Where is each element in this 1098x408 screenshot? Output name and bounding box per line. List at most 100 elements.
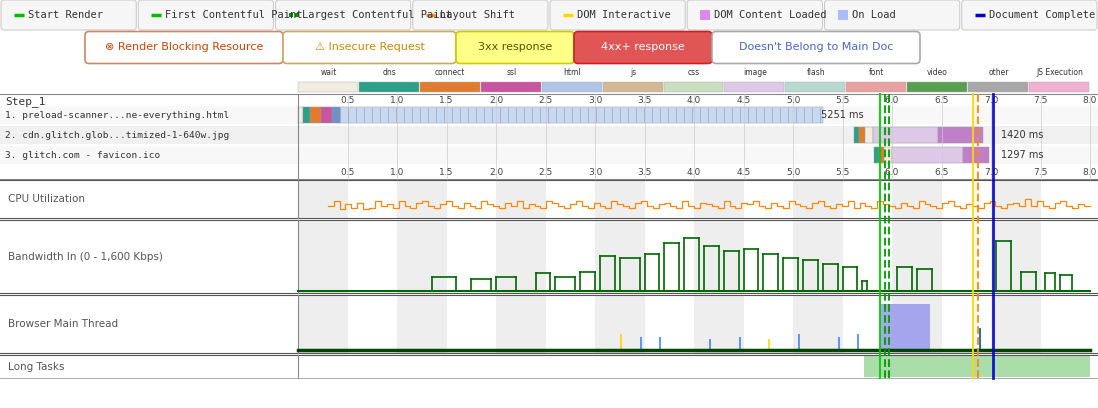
Text: 4.0: 4.0 (687, 168, 702, 177)
Bar (793, 180, 842, 218)
FancyBboxPatch shape (413, 0, 548, 30)
Bar (858, 334, 860, 350)
Bar (892, 180, 941, 218)
Text: html: html (563, 68, 581, 77)
Text: 3.0: 3.0 (587, 168, 602, 177)
Bar (481, 82, 540, 92)
Text: CPU Utilization: CPU Utilization (8, 194, 85, 204)
Text: 7.5: 7.5 (1033, 168, 1047, 177)
Bar (1029, 82, 1089, 92)
Bar (701, 10, 710, 20)
Bar (739, 337, 740, 350)
Text: 0.5: 0.5 (340, 168, 355, 177)
Text: 5.5: 5.5 (836, 96, 850, 105)
Text: Bandwidth In (0 - 1,600 Kbps): Bandwidth In (0 - 1,600 Kbps) (8, 251, 163, 262)
FancyBboxPatch shape (687, 0, 822, 30)
Bar (892, 220, 941, 293)
Text: 6.5: 6.5 (934, 168, 949, 177)
Bar (397, 220, 447, 293)
Bar (298, 220, 347, 293)
Bar (865, 127, 873, 143)
Bar (847, 82, 906, 92)
Bar (892, 147, 963, 163)
Text: ⊗ Render Blocking Resource: ⊗ Render Blocking Resource (104, 42, 264, 53)
Bar (0, 126, 1098, 144)
Text: 1. preload-scanner...ne-everything.html: 1. preload-scanner...ne-everything.html (5, 111, 229, 120)
Text: 5.0: 5.0 (786, 96, 800, 105)
Text: 1.0: 1.0 (390, 96, 404, 105)
Bar (798, 334, 800, 350)
Bar (303, 107, 310, 123)
Bar (793, 220, 842, 293)
Text: css: css (688, 68, 701, 77)
Text: flash: flash (807, 68, 826, 77)
Bar (332, 107, 339, 123)
Text: Document Complete: Document Complete (989, 10, 1095, 20)
Text: Long Tasks: Long Tasks (8, 361, 65, 372)
Text: 7.0: 7.0 (984, 168, 998, 177)
Text: JS Execution: JS Execution (1037, 68, 1083, 77)
Text: wait: wait (321, 68, 337, 77)
Text: js: js (630, 68, 636, 77)
Text: On Load: On Load (852, 10, 895, 20)
Bar (838, 337, 840, 350)
Text: 3.0: 3.0 (587, 96, 602, 105)
Text: 2.5: 2.5 (538, 96, 552, 105)
Bar (991, 295, 1041, 353)
Bar (619, 334, 621, 350)
Bar (298, 295, 347, 353)
Bar (991, 220, 1041, 293)
Text: 6.5: 6.5 (934, 96, 949, 105)
Text: Step_1: Step_1 (5, 96, 45, 107)
Text: 8.0: 8.0 (1083, 168, 1097, 177)
Text: 4xx+ response: 4xx+ response (601, 42, 685, 53)
Bar (0, 106, 1098, 124)
Bar (0, 146, 1098, 164)
Bar (979, 328, 982, 350)
Text: other: other (988, 68, 1009, 77)
Bar (963, 147, 989, 163)
Bar (0, 94, 1098, 179)
Text: image: image (743, 68, 766, 77)
FancyBboxPatch shape (962, 0, 1097, 30)
Text: Start Render: Start Render (29, 10, 103, 20)
Bar (496, 180, 546, 218)
Bar (419, 82, 480, 92)
Bar (595, 220, 645, 293)
Bar (298, 107, 303, 123)
FancyBboxPatch shape (712, 31, 920, 64)
Bar (397, 295, 447, 353)
Bar (908, 304, 930, 350)
Text: 1.5: 1.5 (439, 168, 453, 177)
Bar (321, 107, 332, 123)
Text: DOM Content Loaded: DOM Content Loaded (715, 10, 827, 20)
Bar (785, 82, 845, 92)
Text: 2. cdn.glitch.glob...timized-1-640w.jpg: 2. cdn.glitch.glob...timized-1-640w.jpg (5, 131, 229, 140)
Bar (694, 295, 743, 353)
Bar (968, 82, 1028, 92)
Text: 5.5: 5.5 (836, 168, 850, 177)
Bar (991, 180, 1041, 218)
Bar (397, 180, 447, 218)
Bar (595, 295, 645, 353)
Bar (907, 82, 967, 92)
Text: 4.0: 4.0 (687, 96, 702, 105)
Text: connect: connect (435, 68, 466, 77)
Text: 3.5: 3.5 (637, 168, 652, 177)
Bar (339, 107, 822, 123)
FancyBboxPatch shape (456, 31, 574, 64)
Text: video: video (927, 68, 949, 77)
Text: 6.0: 6.0 (885, 96, 899, 105)
Bar (663, 82, 724, 92)
Bar (694, 180, 743, 218)
Text: ssl: ssl (506, 68, 516, 77)
Text: font: font (870, 68, 885, 77)
Text: 0.5: 0.5 (340, 96, 355, 105)
Text: 6.0: 6.0 (885, 168, 899, 177)
Bar (709, 339, 710, 350)
Text: 5251 ms: 5251 ms (820, 110, 863, 120)
Bar (639, 337, 641, 350)
Text: 1.0: 1.0 (390, 168, 404, 177)
FancyBboxPatch shape (85, 31, 283, 64)
Text: 1420 ms: 1420 ms (1001, 130, 1043, 140)
